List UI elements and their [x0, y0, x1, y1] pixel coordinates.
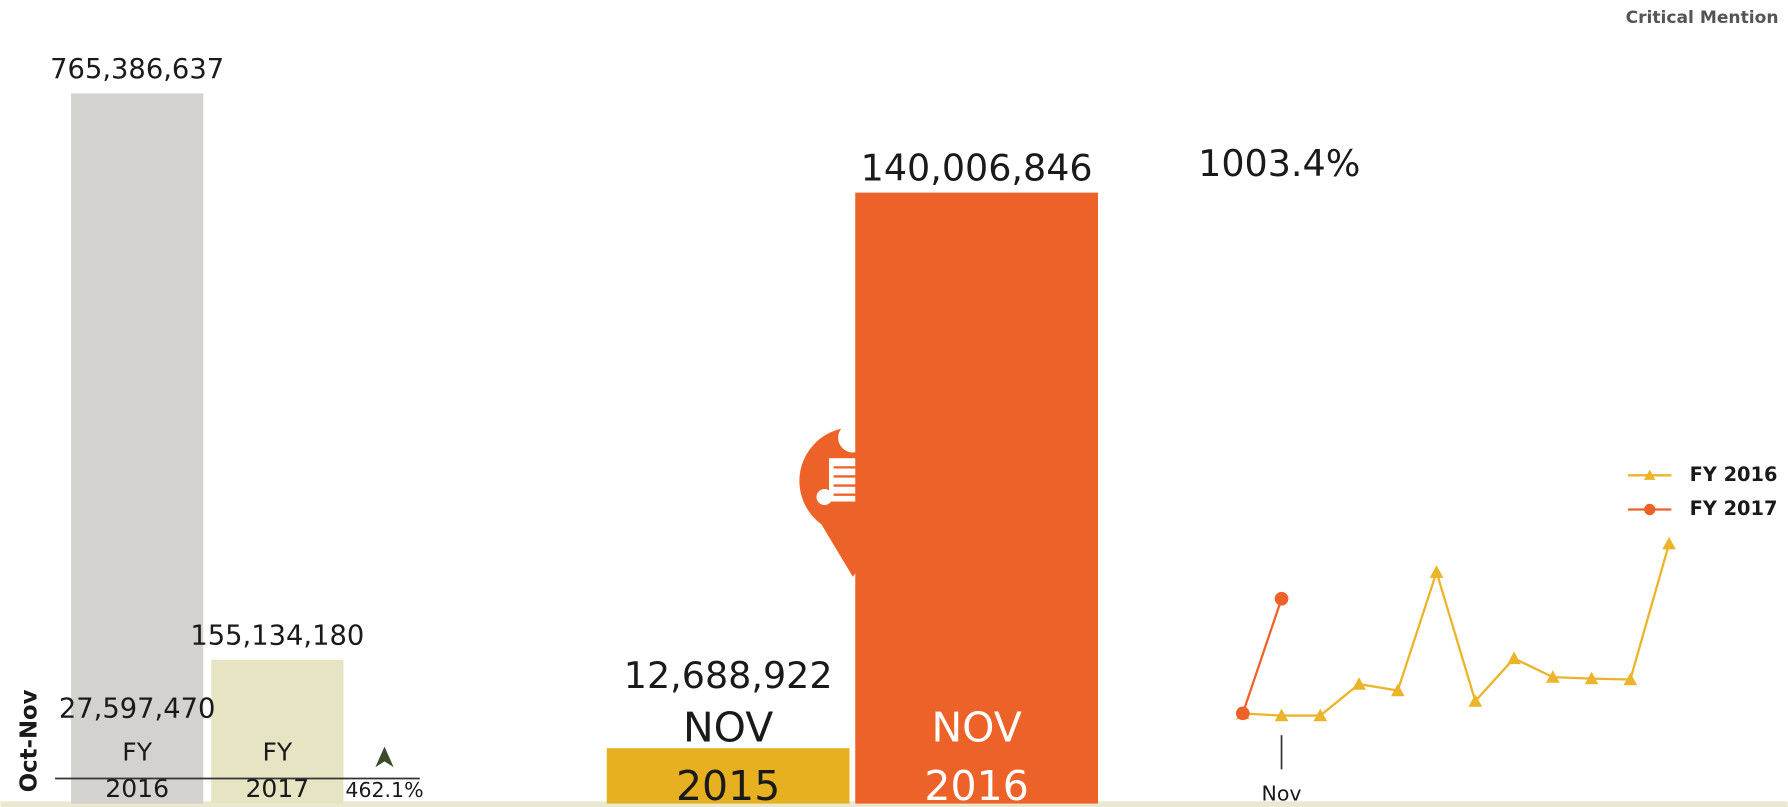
category-label: FY [122, 737, 152, 766]
category-label: FY [262, 737, 292, 766]
series-line [1242, 543, 1671, 717]
value-label: 765,386,637 [50, 54, 224, 85]
legend-marker [1644, 469, 1656, 480]
point [1274, 591, 1289, 606]
point [1274, 708, 1289, 722]
point [1390, 683, 1405, 697]
annotation: 27,597,470 [59, 694, 216, 725]
brand: Critical Mention [1626, 8, 1779, 28]
value-label: 140,006,846 [861, 146, 1093, 189]
footer-strip [0, 801, 1788, 807]
legend-marker [1644, 503, 1656, 516]
annotation: 1003.4% [1198, 142, 1360, 185]
category-label: 2015 [676, 762, 780, 807]
legend-label: FY 2017 [1690, 497, 1778, 520]
category-label: NOV [931, 704, 1021, 752]
y-axis-label: Oct-Nov [17, 689, 43, 792]
point [1662, 536, 1676, 550]
series-line [1241, 598, 1283, 714]
point [1623, 672, 1638, 686]
point [1429, 565, 1444, 578]
x-tick-label: Nov [1262, 781, 1302, 805]
bar [606, 748, 850, 804]
point [1507, 651, 1521, 665]
point [1235, 706, 1250, 721]
up-arrow [375, 746, 394, 768]
category-label: 2016 [924, 762, 1028, 807]
point [1313, 708, 1328, 722]
point [1468, 694, 1483, 707]
bar [855, 192, 1099, 804]
bar [211, 659, 344, 804]
value-label: 12,688,922 [624, 654, 833, 697]
value-label: 155,134,180 [190, 620, 364, 651]
bar [71, 93, 204, 804]
point [1584, 671, 1599, 685]
legend-label: FY 2016 [1690, 463, 1778, 486]
annotation: 462.1% [345, 778, 423, 802]
point [1545, 670, 1560, 683]
point [1352, 677, 1366, 690]
category-label: NOV [683, 704, 773, 752]
